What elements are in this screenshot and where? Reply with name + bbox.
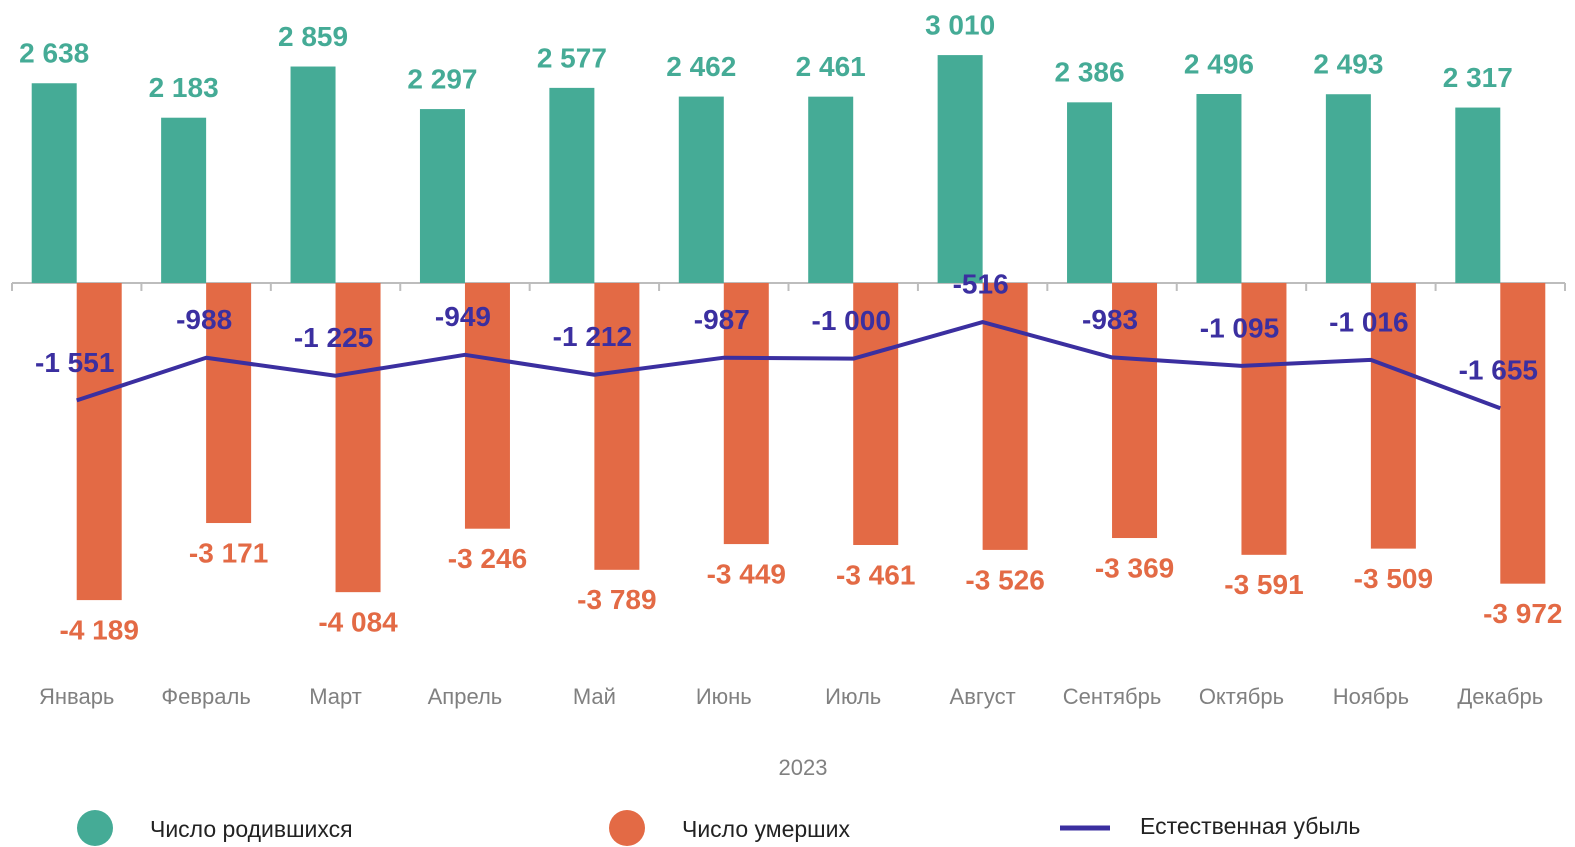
data-label: 2 461 — [796, 51, 866, 82]
bar — [76, 282, 122, 601]
x-tick-label: Февраль — [161, 684, 250, 709]
data-label: -1 212 — [553, 321, 632, 352]
data-label: -3 449 — [707, 558, 786, 589]
bar — [335, 282, 381, 593]
bar — [549, 87, 595, 283]
bar — [1325, 94, 1371, 283]
data-label: 2 183 — [149, 72, 219, 103]
data-label: 2 317 — [1443, 62, 1513, 93]
bar — [1067, 102, 1113, 283]
bar — [1455, 107, 1501, 283]
data-label: -3 246 — [448, 543, 527, 574]
x-tick-label: Март — [309, 684, 362, 709]
bar — [808, 96, 854, 283]
bar — [678, 96, 724, 283]
data-label: -1 551 — [35, 347, 114, 378]
data-label: -4 084 — [318, 607, 398, 638]
legend-label: Естественная убыль — [1140, 813, 1360, 839]
line — [76, 320, 1501, 411]
data-label: -3 369 — [1095, 552, 1174, 583]
bar — [1112, 282, 1158, 539]
bar — [464, 282, 510, 529]
x-tick-label: Ноябрь — [1333, 684, 1409, 709]
bar — [1241, 282, 1287, 555]
x-axis-label: 2023 — [779, 755, 828, 780]
data-label: -949 — [435, 301, 491, 332]
data-label: -4 189 — [60, 614, 139, 645]
data-label: 2 462 — [666, 51, 736, 82]
data-label: -3 789 — [577, 584, 656, 615]
data-label: -1 016 — [1329, 306, 1408, 337]
bar — [206, 282, 252, 524]
x-tick-label: Сентябрь — [1063, 684, 1162, 709]
x-tick-label: Октябрь — [1199, 684, 1284, 709]
bar — [1500, 282, 1546, 584]
data-label: 3 010 — [925, 9, 995, 40]
x-tick-label: Апрель — [428, 684, 503, 709]
bar — [1196, 94, 1242, 283]
data-label: -1 095 — [1200, 312, 1279, 343]
data-label: 2 297 — [407, 63, 477, 94]
data-label: -1 655 — [1459, 355, 1538, 386]
data-label: 2 577 — [537, 42, 607, 73]
bar — [723, 282, 769, 545]
x-tick-label: Август — [950, 684, 1016, 709]
bar — [853, 282, 899, 545]
legend-swatch — [77, 810, 113, 846]
legend-label: Число умерших — [682, 816, 850, 842]
x-tick-label: Май — [573, 684, 616, 709]
x-tick-label: Июль — [825, 684, 881, 709]
x-tick-label: Июнь — [696, 684, 752, 709]
legend-swatch — [609, 810, 645, 846]
x-tick-label: Январь — [39, 684, 114, 709]
data-label: -1 000 — [812, 305, 891, 336]
legend-label: Число родившихся — [150, 816, 353, 842]
x-tick-label: Декабрь — [1457, 684, 1543, 709]
data-label: 2 638 — [19, 38, 89, 69]
data-label: -516 — [953, 268, 1009, 299]
bar — [1370, 282, 1416, 549]
bar — [161, 117, 207, 283]
data-label: -988 — [176, 304, 232, 335]
data-label: -3 526 — [965, 564, 1044, 595]
data-label: 2 386 — [1055, 57, 1125, 88]
data-label: -3 171 — [189, 537, 268, 568]
data-label: -3 509 — [1354, 563, 1433, 594]
data-label: 2 859 — [278, 21, 348, 52]
bar — [419, 109, 465, 283]
data-label: -3 972 — [1483, 598, 1562, 629]
data-label: -3 591 — [1224, 569, 1303, 600]
data-label: -983 — [1082, 304, 1138, 335]
data-label: -1 225 — [294, 322, 373, 353]
bar — [290, 66, 336, 283]
bar — [594, 282, 640, 570]
data-label: -987 — [694, 304, 750, 335]
data-label: 2 493 — [1313, 49, 1383, 80]
bar — [937, 55, 983, 283]
data-label: -3 461 — [836, 559, 915, 590]
bar — [31, 83, 77, 283]
data-label: 2 496 — [1184, 48, 1254, 79]
